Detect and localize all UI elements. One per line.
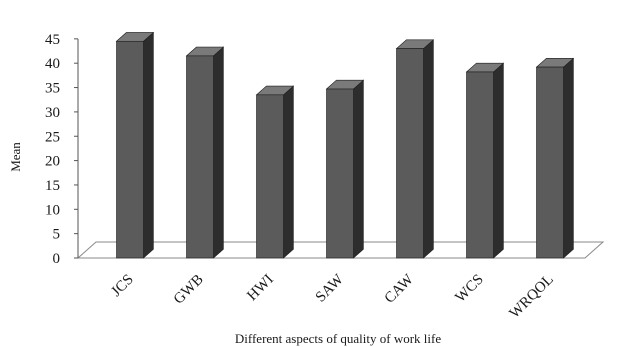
x-tick-label: GWB [171,272,207,308]
x-axis-labels: JCS GWB HWI SAW CAW WCS WRQOL [108,271,556,322]
y-axis: 0 5 10 15 20 25 30 35 40 45 [45,32,79,267]
x-tick-label: CAW [382,271,418,307]
y-tick-label: 5 [53,227,61,243]
x-tick-label: HWI [244,272,277,305]
bar-front-face [256,94,284,259]
bar-front-face [116,40,144,259]
bar-side-face [563,57,574,259]
bar-saw [325,79,365,259]
y-tick-label: 10 [45,202,60,218]
x-tick-label: JCS [108,272,136,300]
x-tick-label: WRQOL [507,272,557,322]
bar-front-face [466,71,494,259]
bar-front-face [186,55,214,259]
y-axis-title: Mean [8,142,23,172]
y-tick-label: 45 [45,32,60,48]
y-tick-label: 35 [45,81,60,97]
bar-gwb [185,46,225,259]
bar-side-face [423,39,434,259]
bars [115,31,575,259]
bar-wrqol [535,57,575,259]
bar-hwi [255,85,295,259]
x-axis-title: Different aspects of quality of work lif… [235,331,441,346]
y-tick-label: 25 [45,129,60,145]
bar-wcs [465,62,505,259]
y-tick-label: 15 [45,178,60,194]
bar-side-face [283,85,294,259]
bar-front-face [326,88,354,259]
x-tick-label: SAW [313,271,348,306]
y-tick-label: 0 [53,251,61,267]
bar-front-face [396,48,424,259]
bar-side-face [143,31,154,259]
bar-side-face [353,79,364,259]
y-tick-label: 40 [45,56,60,72]
bar-front-face [536,66,564,259]
bar-side-face [493,62,504,259]
x-tick-label: WCS [453,272,487,306]
bar-side-face [213,46,224,259]
y-tick-label: 20 [45,154,60,170]
bar-caw [395,39,435,259]
bar-jcs [115,31,155,259]
y-tick-label: 30 [45,105,60,121]
